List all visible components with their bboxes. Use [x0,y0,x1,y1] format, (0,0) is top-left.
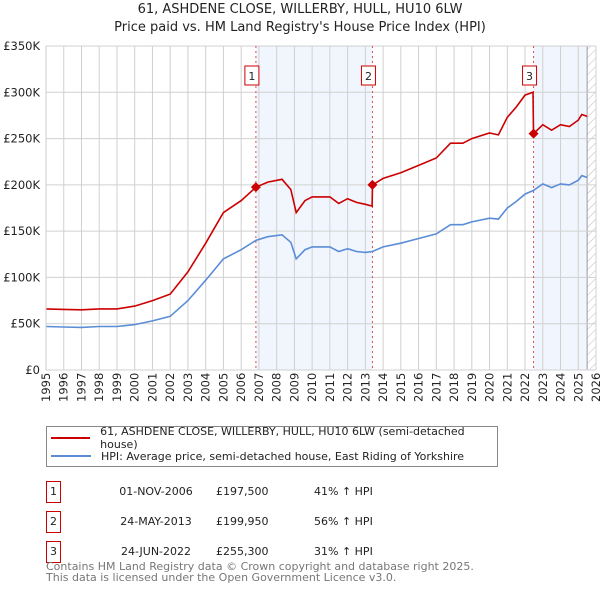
x-tick-label: 2015 [394,373,408,402]
x-tick-label: 2013 [358,373,372,402]
property-price-line [45,91,588,311]
x-tick-label: 2007 [252,373,266,402]
x-tick-label: 2010 [305,373,319,402]
sale-price: £255,300 [216,545,269,558]
sale-marker-box [244,65,260,86]
y-tick-label: £100K [3,270,40,284]
legend-swatch-red [51,437,91,439]
legend-label: 61, ASHDENE CLOSE, WILLERBY, HULL, HU10 … [100,425,465,451]
price-chart: 1995 1996 1997 1998 1999 2000 2001 2002 2003 2004… [3,39,600,402]
hpi-line [45,174,588,329]
legend-item-property: 61, ASHDENE CLOSE, WILLERBY, HULL, HU10 … [51,425,497,451]
y-tick-label: £200K [3,178,40,192]
y-tick-label: £350K [3,39,40,53]
sale-point [528,128,539,139]
legend-item-hpi: HPI: Average price, semi-detached house,… [51,447,464,465]
x-tick-label: 2019 [465,373,479,402]
x-tick-label: 2012 [341,373,355,402]
x-tick-label: 2021 [500,373,514,402]
sale-number-badge: 3 [46,541,61,563]
sale-marker-label: 3 [526,70,533,83]
x-tick-label: 2016 [412,373,426,402]
x-tick-label: 1997 [74,373,88,402]
x-tick-label: 2004 [199,373,213,402]
x-tick-label: 1995 [39,373,53,402]
x-tick-label: 2009 [287,373,301,402]
sale-hpi-diff: 41% ↑ HPI [314,485,373,498]
x-tick-label: 2011 [323,373,337,402]
legend-label: HPI: Average price, semi-detached house,… [101,449,465,463]
x-tick-label: 2002 [163,373,177,402]
y-tick-label: £250K [3,132,40,146]
y-tick-label: £300K [3,85,40,99]
sale-number-badge: 2 [46,511,61,533]
x-tick-label: 2000 [128,373,142,402]
sale-price: £199,950 [216,515,269,528]
x-tick-label: 2022 [518,373,532,402]
sale-hpi-diff: 31% ↑ HPI [314,545,373,558]
chart-title: 61, ASHDENE CLOSE, WILLERBY, HULL, HU10 … [137,2,463,17]
sale-marker-label: 1 [248,70,255,83]
future-hatch [587,46,596,370]
x-tick-label: 2001 [145,373,159,402]
x-tick-label: 2017 [429,373,443,402]
x-tick-label: 2024 [554,373,568,402]
x-tick-label: 2020 [483,373,497,402]
x-tick-label: 1998 [92,373,106,402]
x-tick-label: 2026 [589,373,600,402]
y-tick-label: £50K [11,317,41,331]
footer-licence: This data is licensed under the Open Gov… [46,571,397,584]
x-tick-label: 2018 [447,373,461,402]
sale-hpi-diff: 56% ↑ HPI [314,515,373,528]
x-tick-label: 2006 [234,373,248,402]
sale-point [367,179,378,190]
legend: 61, ASHDENE CLOSE, WILLERBY, HULL, HU10 … [46,425,498,467]
sale-marker-box [522,65,538,86]
x-tick-label: 2023 [536,373,550,402]
footer-copyright: Contains HM Land Registry data © Crown c… [46,560,474,573]
x-tick-label: 2014 [376,373,390,402]
table-row: 1 01-NOV-2006 £197,500 41% ↑ HPI [46,481,446,503]
x-tick-label: 2003 [181,373,195,402]
sale-date: 24-MAY-2013 [120,515,192,528]
table-row: 3 24-JUN-2022 £255,300 31% ↑ HPI [46,541,446,563]
sale-point [250,182,261,193]
chart-subtitle: Price paid vs. HM Land Registry's House … [114,20,486,35]
sale-marker-box [360,65,376,86]
sale-number-badge: 1 [46,481,61,503]
legend-swatch-blue [51,455,91,457]
x-tick-label: 2025 [571,373,585,402]
x-tick-label: 1996 [57,373,71,402]
table-row: 2 24-MAY-2013 £199,950 56% ↑ HPI [46,511,446,533]
x-tick-label: 2008 [270,373,284,402]
shaded-period [255,46,373,370]
y-tick-label: £0 [25,363,40,377]
sale-date: 24-JUN-2022 [120,545,192,558]
sale-date: 01-NOV-2006 [119,485,193,498]
sale-price: £197,500 [216,485,269,498]
y-tick-label: £150K [3,224,40,238]
x-tick-label: 1999 [110,373,124,402]
sale-marker-label: 2 [365,70,372,83]
x-tick-label: 2005 [216,373,230,402]
